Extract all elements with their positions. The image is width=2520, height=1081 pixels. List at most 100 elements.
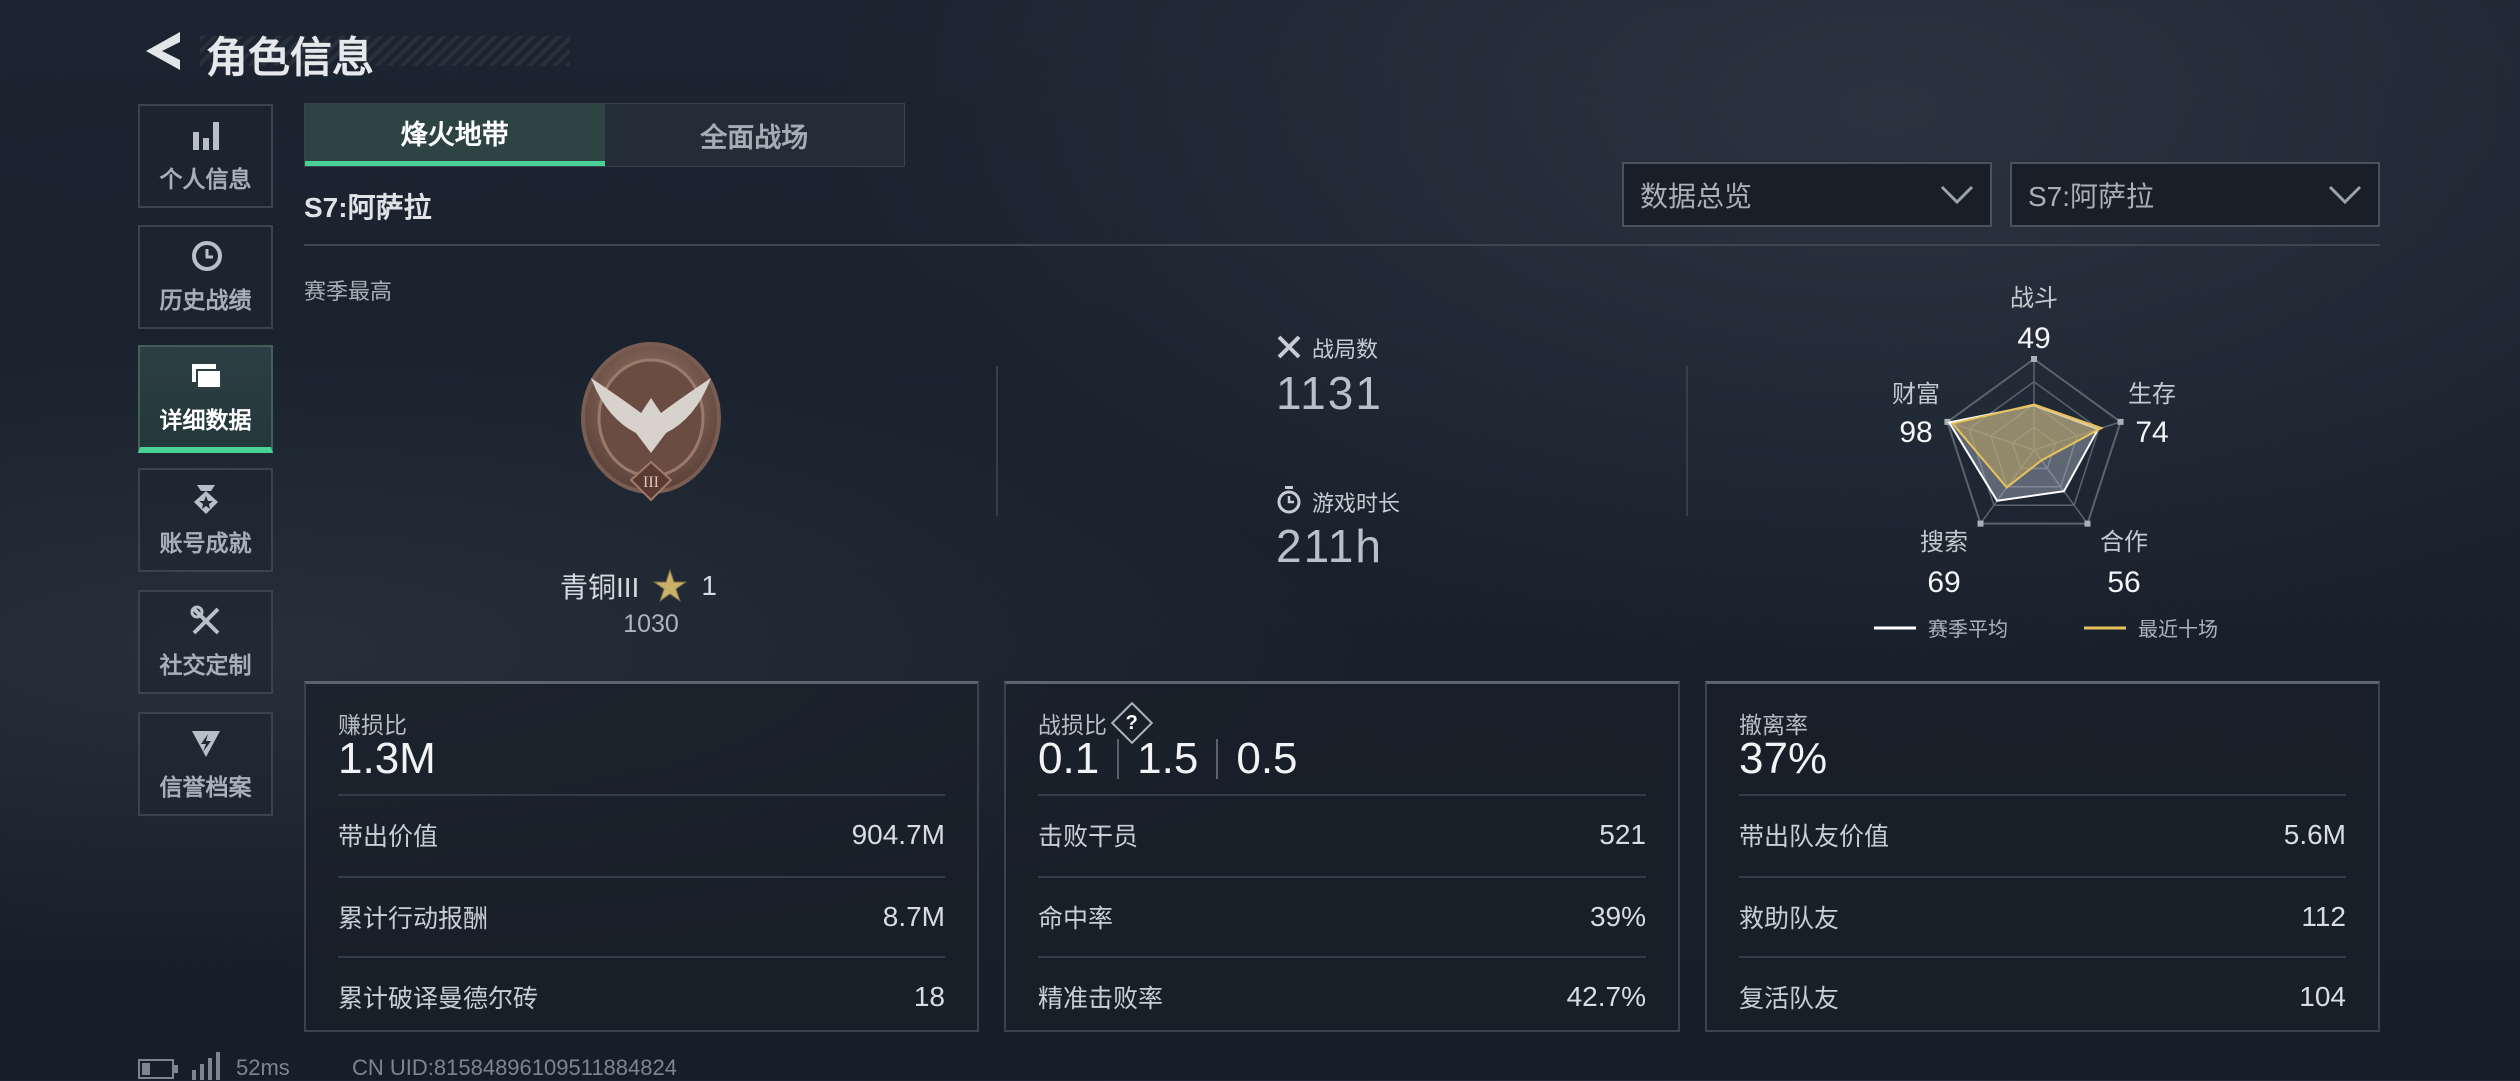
- radar-vertex-marker: [2084, 520, 2091, 527]
- sidebar-item-label: 历史战绩: [159, 287, 252, 313]
- radar-axis-value: 74: [2135, 416, 2168, 449]
- season-dropdown[interactable]: S7:阿萨拉: [2010, 162, 2380, 227]
- crossed-swords-icon: [1277, 335, 1301, 359]
- table-row: 命中率 39%: [1038, 876, 1646, 956]
- radar-axis-value: 98: [1899, 416, 1932, 449]
- rank-badge-icon: III: [581, 342, 721, 502]
- chevron-down-icon: [1940, 185, 1974, 204]
- medal-icon: [193, 485, 218, 514]
- season-dropdown-value: S7:阿萨拉: [2028, 180, 2155, 212]
- table-row: 累计行动报酬 8.7M: [338, 876, 945, 956]
- signal-icon: [192, 1052, 220, 1080]
- kd-values: 0.1 1.5 0.5: [1038, 734, 1298, 784]
- matches-label: 战局数: [1312, 337, 1379, 362]
- row-value: 18: [913, 981, 945, 1012]
- row-value: 904.7M: [851, 819, 945, 850]
- sidebar-item-label: 信誉档案: [159, 774, 252, 800]
- table-row: 带出价值 904.7M: [338, 794, 945, 874]
- sidebar-item-label: 账号成就: [159, 530, 252, 556]
- extract-panel: 撤离率 37% 带出队友价值 5.6M 救助队友 112 复活队友 104: [1705, 681, 2380, 1032]
- playtime-value: 211h: [1276, 520, 1383, 572]
- rank-row: 青铜III 1: [560, 566, 750, 606]
- matches-value: 1131: [1276, 367, 1383, 419]
- season-label: S7:阿萨拉: [304, 192, 432, 223]
- tab-full-battlefield[interactable]: 全面战场: [604, 104, 904, 166]
- table-row: 复活队友 104: [1739, 956, 2346, 1036]
- row-label: 带出队友价值: [1739, 823, 1890, 851]
- table-row: 带出队友价值 5.6M: [1739, 794, 2346, 874]
- panel-label: 赚损比: [338, 712, 407, 738]
- table-row: 累计破译曼德尔砖 18: [338, 956, 945, 1036]
- row-label: 精准击败率: [1038, 985, 1164, 1013]
- radar-axis-value: 49: [2017, 322, 2050, 355]
- table-row: 救助队友 112: [1739, 876, 2346, 956]
- row-label: 救助队友: [1739, 905, 1840, 933]
- row-value: 39%: [1589, 901, 1646, 932]
- radar-grid-ring: [1946, 357, 2122, 525]
- kd-value: 1.5: [1137, 734, 1199, 783]
- tools-icon: [190, 605, 219, 635]
- row-value: 8.7M: [882, 901, 945, 932]
- sidebar-item-label: 详细数据: [159, 407, 252, 433]
- row-label: 累计行动报酬: [338, 905, 489, 933]
- panel-value: 1.3M: [338, 734, 436, 783]
- divider: [304, 244, 2380, 246]
- panel-label: 撤离率: [1739, 712, 1808, 738]
- profit-panel: 赚损比 1.3M 带出价值 904.7M 累计行动报酬 8.7M 累计破译曼德尔砖 1…: [304, 681, 979, 1032]
- sidebar-item-personal-info[interactable]: 个人信息: [138, 104, 273, 208]
- panel-value: 37%: [1739, 734, 1828, 783]
- radar-axis-label: 战斗: [2010, 285, 2058, 312]
- legend-label: 最近十场: [2138, 618, 2218, 641]
- folders-icon: [191, 364, 222, 389]
- row-label: 累计破译曼德尔砖: [338, 985, 539, 1013]
- sidebar-item-detailed-data[interactable]: 详细数据: [138, 345, 273, 453]
- star-icon: [653, 569, 688, 603]
- sidebar-item-history[interactable]: 历史战绩: [138, 225, 273, 329]
- radar-axis-label: 财富: [1892, 381, 1940, 408]
- legend-label: 赛季平均: [1928, 618, 2008, 641]
- back-arrow-icon[interactable]: [140, 28, 188, 74]
- history-clock-icon: [191, 241, 222, 271]
- row-value: 521: [1599, 819, 1646, 850]
- kd-value: 0.5: [1236, 734, 1298, 783]
- radar-vertex-marker: [2117, 418, 2124, 425]
- rank-name: 青铜III: [560, 572, 640, 603]
- view-dropdown-value: 数据总览: [1640, 180, 1753, 212]
- page-title: 角色信息: [206, 34, 375, 81]
- shield-bolt-icon: [191, 731, 220, 757]
- uid-text: CN UID:81584896109511884824: [352, 1055, 677, 1080]
- row-label: 复活队友: [1739, 985, 1840, 1013]
- sidebar-item-achievements[interactable]: 账号成就: [138, 468, 273, 572]
- row-value: 112: [2301, 901, 2346, 932]
- panel-label-row: 战损比 ?: [1038, 701, 1154, 745]
- help-glyph: ?: [1125, 711, 1139, 734]
- season-best-heading: 赛季最高: [304, 279, 393, 304]
- radar-vertex-marker: [2031, 356, 2037, 362]
- table-row: 精准击败率 42.7%: [1038, 956, 1646, 1036]
- stopwatch-icon: [1277, 486, 1301, 514]
- row-label: 命中率: [1038, 905, 1114, 933]
- radar-vertex-marker: [1977, 520, 1984, 527]
- divider: [1117, 739, 1120, 779]
- view-dropdown[interactable]: 数据总览: [1622, 162, 1992, 227]
- radar-vertex-marker: [1944, 418, 1951, 425]
- radar-axis-value: 69: [1927, 566, 1960, 599]
- rank-score: 1030: [623, 610, 679, 638]
- row-value: 42.7%: [1566, 981, 1646, 1012]
- row-label: 带出价值: [338, 823, 439, 851]
- row-value: 104: [2299, 981, 2346, 1012]
- row-label: 击败干员: [1038, 823, 1139, 851]
- mode-tabs: 烽火地带 全面战场: [304, 103, 905, 167]
- sidebar-item-social[interactable]: 社交定制: [138, 590, 273, 694]
- tab-firezone[interactable]: 烽火地带: [305, 104, 605, 166]
- radar-spoke: [2033, 449, 2089, 525]
- radar-axis-label: 生存: [2128, 381, 2176, 408]
- radar-axis-label: 搜索: [1920, 529, 1968, 556]
- radar-chart: 战斗 49 生存 74 合作 56 搜索 69 财富 98 赛季平均 最近十场: [1874, 285, 2218, 641]
- panel-label: 战损比: [1038, 712, 1107, 738]
- radar-axis-value: 56: [2107, 566, 2140, 599]
- kd-value: 0.1: [1038, 734, 1100, 783]
- sidebar-item-label: 个人信息: [159, 166, 252, 192]
- title-decoration: [200, 36, 570, 66]
- sidebar-item-reputation[interactable]: 信誉档案: [138, 712, 273, 816]
